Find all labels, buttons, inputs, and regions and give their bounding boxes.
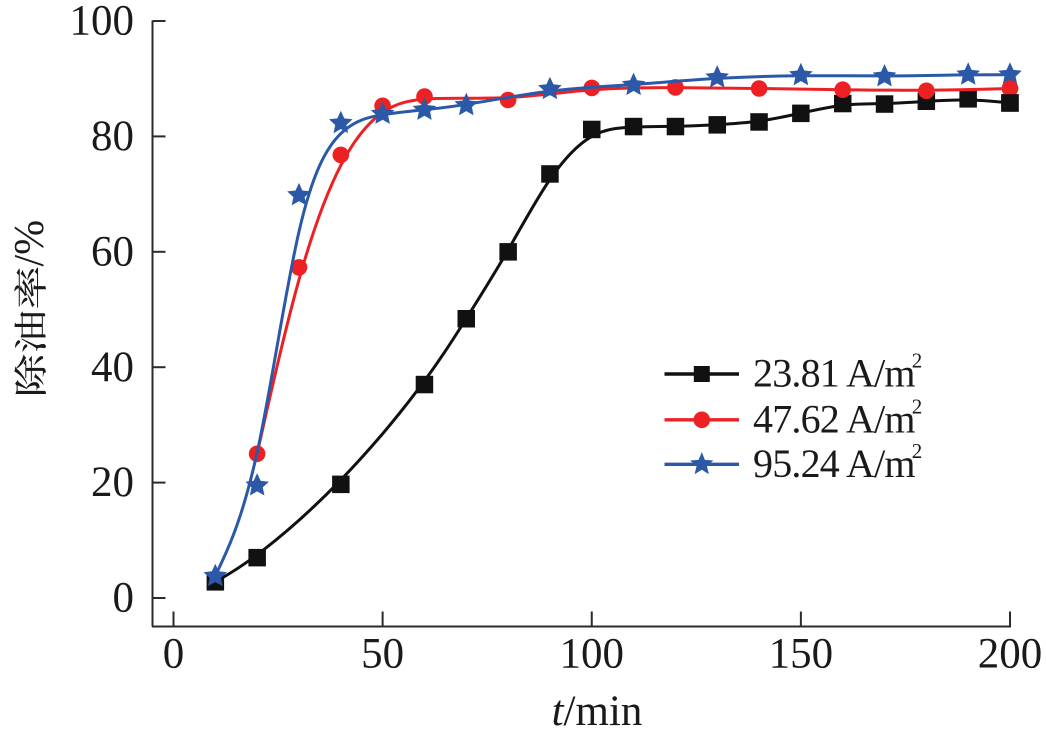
svg-text:/%: /% — [7, 220, 53, 267]
svg-text:200: 200 — [978, 631, 1043, 678]
svg-text:50: 50 — [361, 631, 404, 678]
svg-text:95.24 A/m2: 95.24 A/m2 — [753, 439, 922, 486]
svg-text:0: 0 — [113, 575, 135, 622]
svg-text:t/min: t/min — [552, 688, 643, 732]
svg-text:0: 0 — [163, 631, 185, 678]
svg-text:23.81 A/m2: 23.81 A/m2 — [753, 349, 922, 396]
svg-text:100: 100 — [70, 0, 135, 45]
svg-text:100: 100 — [560, 631, 625, 678]
svg-text:150: 150 — [769, 631, 834, 678]
svg-text:47.62 A/m2: 47.62 A/m2 — [753, 394, 922, 441]
svg-text:20: 20 — [91, 459, 134, 506]
svg-text:60: 60 — [91, 228, 134, 275]
svg-text:40: 40 — [91, 344, 134, 391]
svg-text:80: 80 — [91, 113, 134, 160]
